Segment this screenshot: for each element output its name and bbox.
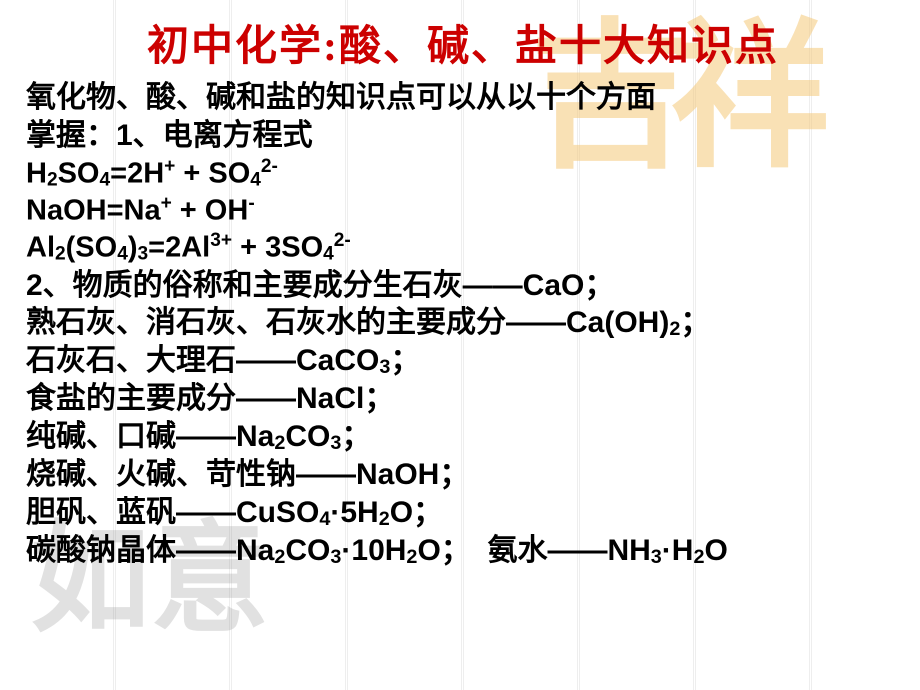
body-line-4: Al2(SO4)3=2Al3+ + 3SO42- [26,229,900,266]
body-line-3: NaOH=Na+ + OH- [26,192,900,229]
body-line-11: 胆矾、蓝矾——CuSO4·5H2O； [26,494,900,532]
body-line-2: H2SO4=2H+ + SO42- [26,155,900,192]
body-lines: 氧化物、酸、碱和盐的知识点可以从以十个方面掌握：1、电离方程式H2SO4=2H+… [26,79,900,570]
body-line-7: 石灰石、大理石——CaCO3； [26,342,900,380]
body-line-0: 氧化物、酸、碱和盐的知识点可以从以十个方面 [26,79,900,117]
body-line-10: 烧碱、火碱、苛性钠——NaOH； [26,456,900,494]
slide-content: 初中化学:酸、碱、盐十大知识点 氧化物、酸、碱和盐的知识点可以从以十个方面掌握：… [0,0,920,570]
body-line-6: 熟石灰、消石灰、石灰水的主要成分——Ca(OH)2； [26,304,900,342]
body-line-9: 纯碱、口碱——Na2CO3； [26,418,900,456]
body-line-1: 掌握：1、电离方程式 [26,117,900,155]
body-line-5: 2、物质的俗称和主要成分生石灰——CaO； [26,267,900,305]
body-line-8: 食盐的主要成分——NaCl； [26,380,900,418]
slide-title: 初中化学:酸、碱、盐十大知识点 [26,12,900,73]
body-line-12: 碳酸钠晶体——Na2CO3·10H2O； 氨水——NH3·H2O [26,532,900,570]
